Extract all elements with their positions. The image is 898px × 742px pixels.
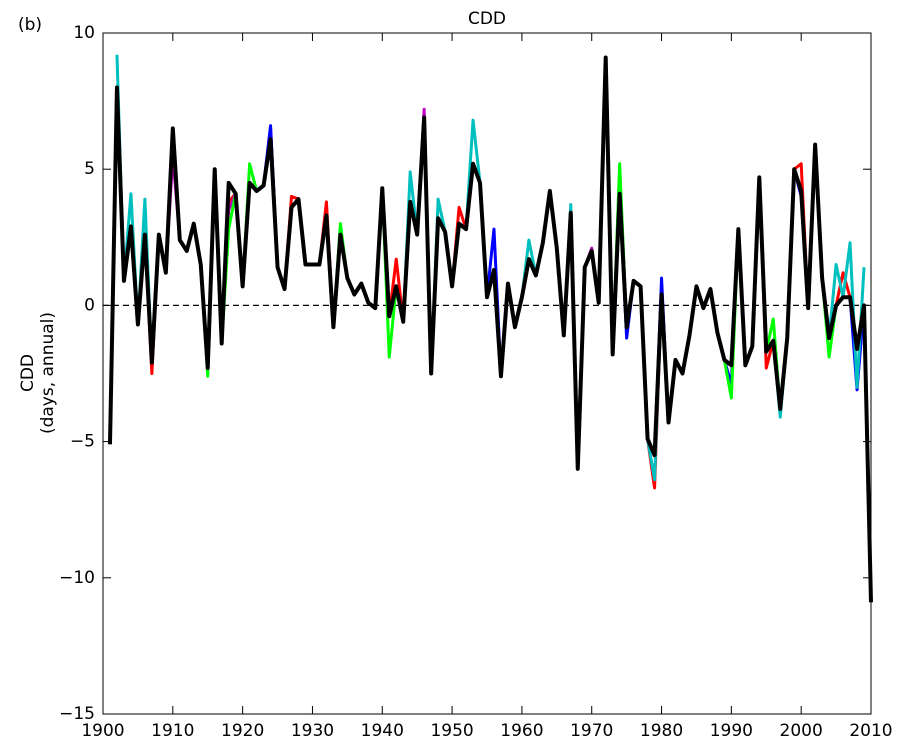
y-axis-label-line: (days, annual) (38, 312, 58, 434)
y-tick-label: −10 (59, 568, 95, 588)
x-tick-label: 1920 (221, 721, 264, 741)
x-tick-label: 1950 (430, 721, 473, 741)
y-axis-label: CDD (days, annual) (18, 312, 58, 434)
y-tick-label: 0 (84, 295, 95, 315)
series-line (115, 56, 866, 471)
y-tick-label: −5 (70, 432, 95, 452)
y-axis-label-line: CDD (18, 354, 38, 392)
series-line (107, 55, 873, 603)
y-tick-label: 10 (73, 23, 95, 43)
y-tick-label: −15 (59, 704, 95, 724)
x-tick-label: 1940 (361, 721, 404, 741)
x-tick-label: 1990 (710, 721, 753, 741)
panel-label: (b) (18, 15, 42, 35)
plot-frame (102, 32, 872, 715)
x-tick-label: 1960 (500, 721, 543, 741)
x-tick-label: 1970 (570, 721, 613, 741)
x-tick-label: 1910 (151, 721, 194, 741)
chart-title: CDD (468, 9, 506, 29)
x-tick-label: 1900 (81, 721, 124, 741)
x-tick-label: 2000 (780, 721, 823, 741)
x-tick-label: 1930 (291, 721, 334, 741)
x-tick-label: 1980 (640, 721, 683, 741)
x-tick-label: 2010 (849, 721, 892, 741)
y-tick-label: 5 (84, 159, 95, 179)
